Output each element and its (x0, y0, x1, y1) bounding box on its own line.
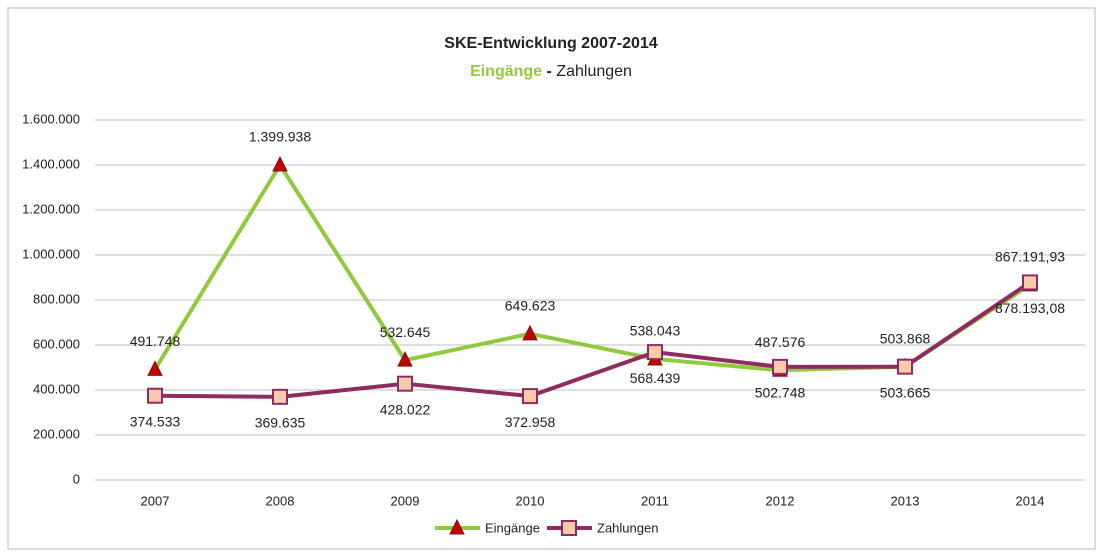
y-tick-label: 1.600.000 (22, 111, 80, 126)
series-line (154, 280, 1032, 399)
marker (147, 387, 163, 404)
x-tick-label: 2008 (266, 493, 295, 508)
data-label: 538.043 (630, 323, 681, 339)
marker (1022, 274, 1038, 291)
legend-label: Eingänge (485, 520, 540, 535)
x-tick-label: 2007 (141, 493, 170, 508)
marker (522, 324, 538, 341)
marker (522, 388, 538, 405)
data-label: 503.665 (880, 384, 931, 400)
data-label: 503.868 (880, 330, 931, 346)
x-tick-label: 2010 (516, 493, 545, 508)
y-tick-label: 200.000 (33, 426, 80, 441)
data-label: 649.623 (505, 298, 556, 314)
marker (272, 388, 288, 405)
x-tick-label: 2012 (766, 493, 795, 508)
data-label: 374.533 (130, 413, 181, 429)
y-tick-label: 1.400.000 (22, 156, 80, 171)
data-label: 491.748 (130, 333, 181, 349)
data-label: 428.022 (380, 401, 431, 417)
data-label: 867.191,93 (995, 249, 1065, 265)
marker (772, 358, 788, 375)
subtitle-part: - (547, 63, 552, 80)
marker (561, 520, 577, 536)
y-tick-label: 400.000 (33, 381, 80, 396)
marker (147, 360, 163, 376)
y-tick-label: 0 (73, 471, 80, 486)
data-label: 369.635 (255, 415, 306, 431)
y-tick-label: 800.000 (33, 291, 80, 306)
marker (897, 358, 913, 375)
x-tick-label: 2013 (891, 493, 920, 508)
y-tick-label: 600.000 (33, 336, 80, 351)
data-label: 878.193,08 (995, 300, 1065, 316)
chart-frame (7, 7, 1096, 550)
y-tick-label: 1.000.000 (22, 246, 80, 261)
subtitle-part: Eingänge (470, 63, 542, 80)
legend-label: Zahlungen (597, 520, 658, 535)
x-tick-label: 2011 (641, 493, 669, 508)
x-tick-label: 2014 (1016, 493, 1045, 508)
data-label: 502.748 (755, 385, 806, 401)
chart-subtitle: Eingänge - Zahlungen (470, 63, 632, 80)
data-label: 568.439 (630, 370, 681, 386)
data-label: 1.399.938 (249, 129, 311, 145)
data-label: 487.576 (755, 334, 806, 350)
y-tick-label: 1.200.000 (22, 201, 80, 216)
chart-title: SKE-Entwicklung 2007-2014 (444, 35, 658, 52)
marker (397, 351, 413, 367)
x-tick-label: 2009 (391, 493, 420, 508)
marker (647, 344, 663, 361)
marker (449, 518, 465, 535)
marker (397, 375, 413, 392)
data-label: 532.645 (380, 324, 431, 340)
data-label: 372.958 (505, 414, 556, 430)
subtitle-part: Zahlungen (556, 63, 632, 80)
marker (272, 155, 288, 172)
